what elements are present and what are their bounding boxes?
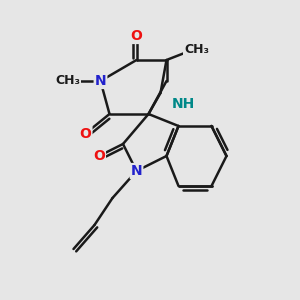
Text: O: O [130,29,142,43]
Text: CH₃: CH₃ [184,43,209,56]
Text: N: N [95,74,106,88]
Text: O: O [93,149,105,163]
Text: NH: NH [171,97,195,110]
Text: N: N [131,164,142,178]
Text: CH₃: CH₃ [55,74,80,88]
Text: O: O [80,127,92,140]
